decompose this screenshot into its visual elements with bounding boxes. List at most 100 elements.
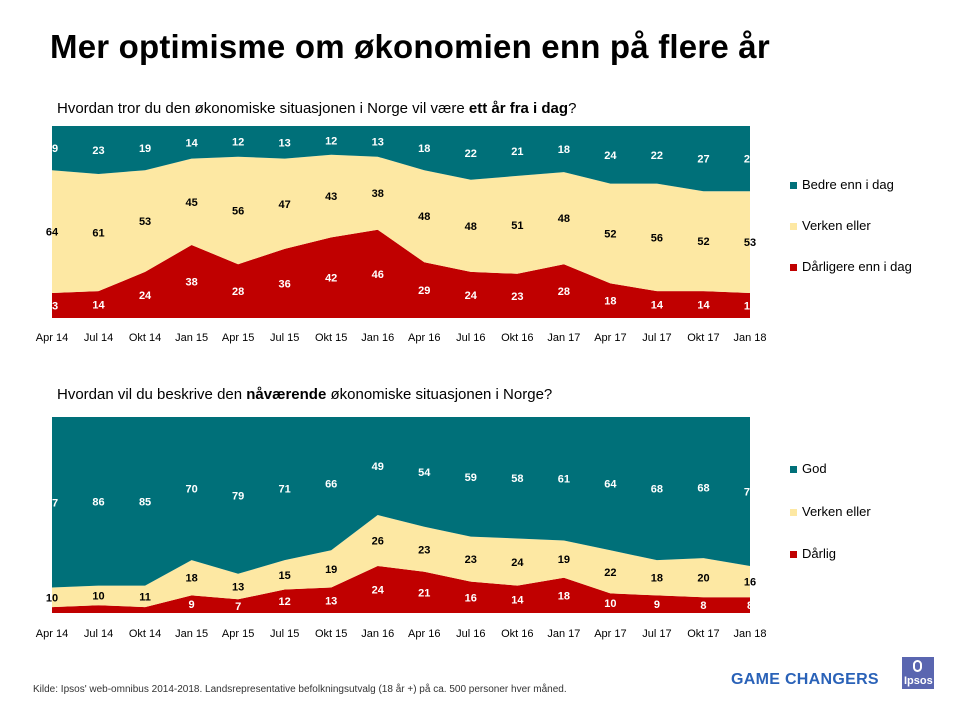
data-label: 28 (558, 286, 570, 298)
legend-item-god: God (790, 461, 827, 476)
area-series-1 (52, 229, 750, 318)
data-label: 23 (465, 554, 477, 566)
chart1-question-post: ? (568, 100, 577, 117)
chart2-question: Hvordan vil du beskrive den nåværende øk… (57, 386, 552, 403)
data-label: 24 (372, 584, 385, 596)
data-label: 38 (372, 188, 384, 200)
legend-item-darlig: Dårlig (790, 546, 836, 561)
legend-swatch-verken (790, 223, 797, 231)
data-label: 22 (651, 150, 663, 162)
x-tick-label: Okt 17 (687, 628, 719, 640)
data-label: 45 (185, 197, 197, 209)
data-label: 27 (744, 154, 756, 166)
x-tick-label: Jul 15 (270, 332, 299, 344)
data-label: 18 (651, 573, 663, 585)
x-tick-label: Apr 14 (36, 628, 68, 640)
x-tick-label: Apr 17 (594, 628, 626, 640)
data-label: 56 (651, 232, 663, 244)
data-label: 68 (697, 483, 709, 495)
data-label: 9 (189, 599, 195, 611)
data-label: 61 (92, 228, 104, 240)
legend-label-god: God (802, 461, 827, 476)
data-label: 23 (92, 145, 104, 157)
data-label: 13 (46, 301, 58, 313)
source-note: Kilde: Ipsos' web-omnibus 2014-2018. Lan… (33, 684, 567, 695)
x-tick-label: Okt 14 (129, 332, 161, 344)
legend-item-darligere: Dårligere enn i dag (790, 259, 912, 274)
legend-swatch-bedre (790, 182, 797, 190)
data-label: 16 (465, 592, 477, 604)
area-series-3 (52, 126, 750, 192)
data-label: 48 (465, 221, 477, 233)
data-label: 8 (747, 600, 753, 612)
x-tick-label: Jul 14 (84, 332, 113, 344)
chart1-question: Hvordan tror du den økonomiske situasjon… (57, 100, 576, 117)
x-tick-label: Jan 16 (361, 628, 394, 640)
legend-swatch-darlig (790, 551, 797, 559)
data-label: 18 (604, 296, 616, 308)
x-tick-label: Jul 17 (642, 628, 671, 640)
data-label: 22 (604, 567, 616, 579)
data-label: 53 (744, 237, 756, 249)
x-tick-label: Jan 15 (175, 332, 208, 344)
data-label: 12 (232, 136, 244, 148)
x-tick-label: Jan 18 (733, 628, 766, 640)
data-label: 26 (372, 535, 384, 547)
data-label: 18 (185, 573, 197, 585)
x-tick-label: Jan 17 (547, 628, 580, 640)
data-label: 10 (92, 590, 104, 602)
x-tick-label: Apr 17 (594, 332, 626, 344)
area-series-3 (52, 417, 750, 588)
area-series-2 (52, 154, 750, 293)
data-label: 23 (511, 291, 523, 303)
data-label: 20 (697, 573, 709, 585)
legend-item-bedre: Bedre enn i dag (790, 177, 894, 192)
data-label: 19 (558, 554, 570, 566)
data-label: 11 (139, 591, 151, 603)
data-label: 47 (279, 199, 291, 211)
data-label: 59 (465, 472, 477, 484)
x-tick-label: Okt 15 (315, 332, 347, 344)
data-label: 14 (697, 300, 710, 312)
x-tick-label: Apr 15 (222, 628, 254, 640)
x-tick-label: Apr 16 (408, 332, 440, 344)
area-series-2 (52, 515, 750, 608)
x-tick-label: Jan 16 (361, 332, 394, 344)
x-tick-label: Okt 16 (501, 332, 533, 344)
data-label: 29 (418, 285, 430, 297)
data-label: 13 (325, 595, 337, 607)
data-label: 85 (139, 496, 151, 508)
x-tick-label: Jan 15 (175, 628, 208, 640)
data-label: 13 (279, 137, 291, 149)
data-label: 21 (418, 587, 430, 599)
data-label: 12 (279, 596, 291, 608)
data-label: 79 (232, 490, 244, 502)
data-label: 53 (139, 216, 151, 228)
data-label: 24 (139, 290, 152, 302)
data-label: 36 (279, 278, 291, 290)
data-label: 7 (235, 601, 241, 613)
data-label: 71 (279, 484, 291, 496)
data-label: 9 (654, 599, 660, 611)
data-label: 14 (185, 137, 198, 149)
data-label: 14 (92, 300, 105, 312)
data-label: 21 (511, 146, 523, 158)
x-tick-label: Apr 14 (36, 332, 68, 344)
ipsos-logo: Ipsos (902, 657, 934, 689)
chart1-question-pre: Hvordan tror du den økonomiske situasjon… (57, 100, 469, 117)
data-label: 64 (46, 227, 59, 239)
data-label: 61 (558, 474, 570, 486)
chart1-question-bold: ett år fra i dag (468, 100, 569, 117)
x-tick-label: Apr 16 (408, 628, 440, 640)
data-label: 43 (325, 191, 337, 203)
legend-label-bedre: Bedre enn i dag (802, 177, 894, 192)
data-label: 24 (511, 557, 524, 569)
data-label: 38 (185, 277, 197, 289)
x-tick-label: Jul 17 (642, 332, 671, 344)
chart2-question-bold: nåværende (246, 386, 327, 403)
data-label: 22 (465, 148, 477, 160)
data-label: 58 (511, 473, 523, 485)
data-label: 14 (651, 300, 664, 312)
x-tick-label: Okt 17 (687, 332, 719, 344)
data-label: 16 (744, 577, 756, 589)
